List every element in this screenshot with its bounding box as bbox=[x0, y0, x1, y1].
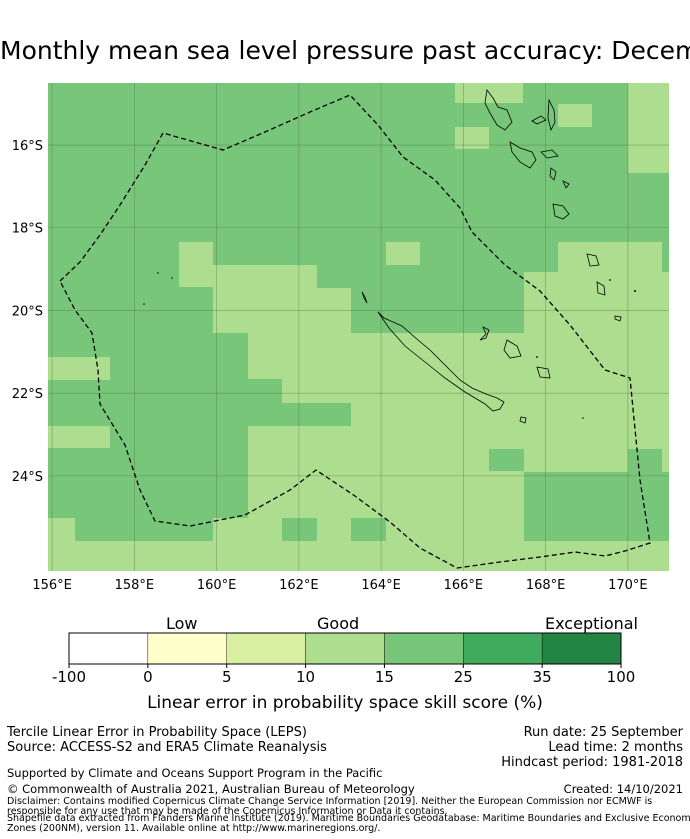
islet bbox=[157, 272, 159, 274]
lat-tick-label: 22°S bbox=[12, 387, 43, 402]
footer-run-date: Run date: 25 September bbox=[524, 725, 683, 740]
footer-lead-time: Lead time: 2 months bbox=[548, 740, 683, 755]
colorbar-tick-label: 25 bbox=[454, 668, 473, 686]
lon-tick-label: 156°E bbox=[32, 578, 72, 593]
colorbar-tick-label: 10 bbox=[296, 668, 315, 686]
colorbar-swatch bbox=[306, 633, 385, 664]
islet bbox=[634, 290, 636, 292]
colorbar-swatch bbox=[384, 633, 463, 664]
skill-patch bbox=[317, 518, 351, 541]
skill-patch bbox=[489, 449, 524, 471]
lon-tick-label: 162°E bbox=[279, 578, 319, 593]
skill-patch bbox=[558, 242, 662, 272]
skill-patch bbox=[48, 541, 669, 571]
colorbar-swatch bbox=[542, 633, 621, 664]
lat-tick-label: 20°S bbox=[12, 304, 43, 319]
colorbar-tick-label: 5 bbox=[222, 668, 232, 686]
footer-created: Created: 14/10/2021 bbox=[564, 782, 683, 796]
colorbar-tick-label: 0 bbox=[143, 668, 153, 686]
colorbar-swatch bbox=[148, 633, 227, 664]
footer-source: Source: ACCESS-S2 and ERA5 Climate Reana… bbox=[7, 740, 327, 755]
islet bbox=[536, 356, 538, 358]
map-figure: 156°E 158°E 160°E 162°E 164°E 166°E 168°E 170°E… bbox=[0, 0, 690, 839]
skill-patch bbox=[628, 449, 662, 472]
islet bbox=[609, 279, 611, 281]
colorbar-swatch bbox=[463, 633, 542, 664]
skill-patch bbox=[213, 518, 282, 541]
footer-copyright: © Commonwealth of Australia 2021, Austra… bbox=[7, 782, 415, 796]
skill-patch bbox=[628, 83, 669, 173]
lon-tick-label: 164°E bbox=[361, 578, 401, 593]
lon-tick-label: 160°E bbox=[197, 578, 237, 593]
map-panel bbox=[48, 83, 669, 571]
colorbar-swatch bbox=[69, 633, 148, 664]
lon-tick-label: 170°E bbox=[608, 578, 648, 593]
skill-patch bbox=[662, 195, 669, 218]
skill-patch bbox=[455, 127, 489, 149]
colorbar-tick-label: 35 bbox=[533, 668, 552, 686]
lat-tick-label: 24°S bbox=[12, 470, 43, 485]
footer-hindcast: Hindcast period: 1981-2018 bbox=[501, 755, 683, 770]
colorbar-swatch bbox=[227, 633, 306, 664]
colorbar-xlabel: Linear error in probability space skill … bbox=[0, 693, 690, 713]
lat-tick-label: 18°S bbox=[12, 222, 43, 237]
footer-supported: Supported by Climate and Oceans Support … bbox=[7, 766, 382, 780]
lat-tick-label: 16°S bbox=[12, 139, 43, 154]
skill-patch bbox=[282, 379, 524, 403]
islet bbox=[582, 417, 584, 419]
skill-patch bbox=[248, 333, 524, 379]
footer-method: Tercile Linear Error in Probability Spac… bbox=[7, 725, 307, 740]
skill-patch bbox=[48, 357, 110, 380]
skill-patch bbox=[248, 449, 489, 471]
colorbar-category-good: Good bbox=[317, 614, 359, 633]
skill-patch bbox=[48, 426, 110, 448]
islet bbox=[171, 277, 173, 279]
skill-patch bbox=[179, 242, 213, 287]
colorbar-category-exceptional: Exceptional bbox=[545, 614, 638, 633]
skill-patch bbox=[386, 242, 420, 265]
colorbar-tick-label: 100 bbox=[607, 668, 636, 686]
skill-patch bbox=[248, 471, 524, 518]
colorbar-tick-label: 15 bbox=[375, 668, 394, 686]
footer-shapefile-2: Zones (200NM), version 11. Available onl… bbox=[7, 823, 380, 834]
lon-tick-label: 158°E bbox=[115, 578, 155, 593]
lon-tick-label: 168°E bbox=[526, 578, 566, 593]
skill-patch bbox=[213, 265, 317, 333]
skill-patch bbox=[558, 104, 592, 127]
colorbar-tick-label: -100 bbox=[52, 668, 86, 686]
islet bbox=[143, 303, 145, 305]
colorbar: -100 0 5 10 15 25 35 100 bbox=[52, 633, 635, 686]
lon-tick-label: 166°E bbox=[444, 578, 484, 593]
